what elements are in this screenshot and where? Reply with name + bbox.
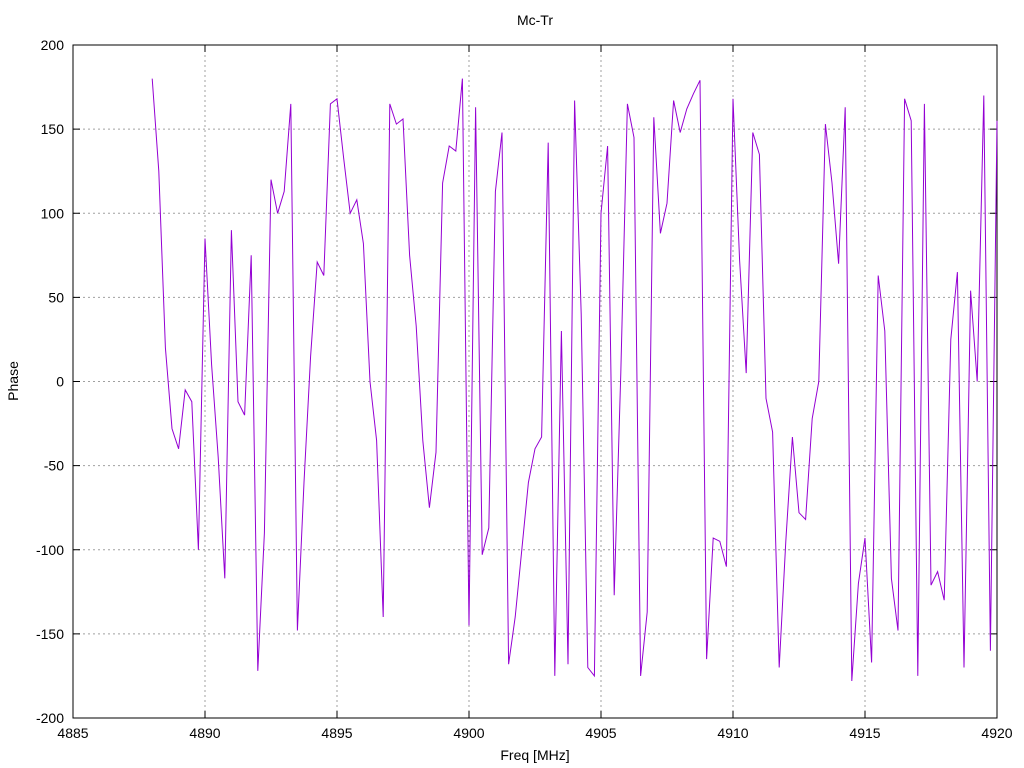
y-tick-label: 200 (41, 37, 65, 53)
x-axis-label: Freq [MHz] (500, 747, 569, 763)
x-tick-label: 4895 (321, 725, 352, 741)
y-tick-label: 50 (48, 289, 64, 305)
x-tick-label: 4920 (981, 725, 1012, 741)
x-tick-label: 4910 (717, 725, 748, 741)
x-tick-label: 4915 (849, 725, 880, 741)
y-tick-label: -150 (36, 626, 64, 642)
x-tick-label: 4890 (189, 725, 220, 741)
axis-ticks (72, 44, 998, 719)
series-line (151, 78, 998, 682)
chart-title: Mc-Tr (517, 12, 553, 28)
grid-lines (73, 45, 997, 718)
y-tick-label: 100 (41, 205, 65, 221)
x-tick-label: 4885 (57, 725, 88, 741)
y-tick-label: -50 (44, 458, 64, 474)
y-axis-label: Phase (5, 361, 21, 401)
tick-labels: 4885 4890 4895 4900 4905 4910 4915 4920 -200 -150… (36, 37, 1013, 741)
x-tick-label: 4905 (585, 725, 616, 741)
y-tick-label: -100 (36, 542, 64, 558)
y-tick-label: 150 (41, 121, 65, 137)
y-tick-label: 0 (56, 374, 64, 390)
y-tick-label: -200 (36, 710, 64, 726)
x-tick-label: 4900 (453, 725, 484, 741)
